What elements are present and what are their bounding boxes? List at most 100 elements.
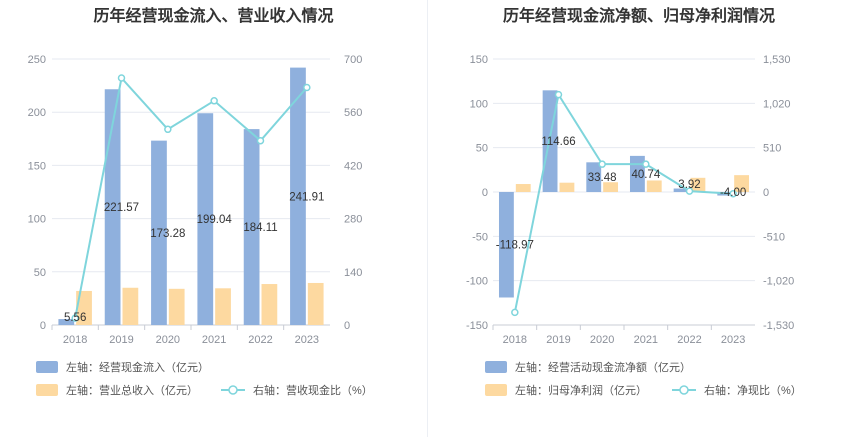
line-point xyxy=(256,136,265,145)
y-left-tick-label: 0 xyxy=(40,320,46,332)
legend-swatch-bar xyxy=(485,361,507,373)
y-right-tick-label: -1,530 xyxy=(763,320,794,332)
legend-label: 左轴：归母净利润（亿元） xyxy=(515,383,647,397)
bar-primary xyxy=(290,67,306,325)
line-point xyxy=(685,187,694,195)
y-right-tick-label: 140 xyxy=(344,267,362,279)
x-tick-label: 2020 xyxy=(590,334,614,346)
legend-label: 左轴：营业总收入（亿元） xyxy=(66,383,198,397)
bar-data-label: 40.74 xyxy=(631,169,660,181)
bar-primary xyxy=(498,192,514,298)
y-left-tick-label: 0 xyxy=(482,187,488,199)
y-right-tick-label: 420 xyxy=(344,160,362,172)
line-point xyxy=(554,90,563,99)
line-point xyxy=(642,160,650,168)
x-tick-label: 2019 xyxy=(546,334,570,346)
bar-secondary xyxy=(215,288,231,325)
x-tick-label: 2022 xyxy=(248,334,272,346)
bar-data-label: -4.00 xyxy=(720,187,746,199)
bar-data-label: 184.11 xyxy=(243,222,277,234)
bar-data-label: 3.92 xyxy=(678,179,700,191)
bar-secondary xyxy=(168,288,185,325)
legend-swatch-bar xyxy=(485,384,507,396)
bar-primary xyxy=(586,162,602,192)
x-tick-label: 2021 xyxy=(634,334,658,346)
left-chart-title: 历年经营现金流入、营业收入情况 xyxy=(93,8,334,25)
legend-label: 右轴：净现比（%） xyxy=(704,383,802,397)
y-right-tick-label: 700 xyxy=(344,54,362,66)
line-point xyxy=(164,125,172,134)
bar-primary xyxy=(58,319,75,325)
bar-primary xyxy=(673,188,689,192)
bar-data-label: 241.91 xyxy=(289,191,324,203)
bar-primary xyxy=(151,140,167,325)
line-point xyxy=(303,83,311,92)
bar-data-label: 114.66 xyxy=(541,136,575,148)
y-right-tick-label: 0 xyxy=(344,320,350,332)
y-right-tick-label: 1,020 xyxy=(763,98,791,110)
bar-secondary xyxy=(734,175,750,192)
line-point xyxy=(511,308,519,317)
bar-secondary xyxy=(690,177,706,192)
legend-swatch-bar xyxy=(36,384,58,396)
line-point xyxy=(729,189,737,198)
y-right-tick-label: 1,530 xyxy=(763,54,791,66)
x-tick-label: 2018 xyxy=(63,334,87,346)
right-chart-title: 历年经营现金流净额、归母净利润情况 xyxy=(502,8,775,25)
bar-secondary xyxy=(646,180,662,192)
bar-data-label: 199.04 xyxy=(197,214,233,226)
x-tick-label: 2022 xyxy=(677,334,701,346)
x-tick-label: 2020 xyxy=(156,334,180,346)
legend-swatch-point xyxy=(679,385,689,395)
bar-secondary xyxy=(76,290,92,325)
y-left-tick-label: 200 xyxy=(28,107,46,119)
bar-secondary xyxy=(515,184,531,192)
panel-divider xyxy=(427,0,428,437)
legend-label: 右轴：营收现金比（%） xyxy=(253,383,373,397)
line-series xyxy=(74,75,308,319)
y-left-tick-label: 100 xyxy=(470,98,488,110)
y-left-tick-label: -150 xyxy=(466,320,488,332)
right-chart-panel: 历年经营现金流净额、归母净利润情况 -150 -100 -50 0 50 100 150 -1… xyxy=(428,0,850,437)
bar-data-label: 221.57 xyxy=(104,202,139,214)
bar-secondary xyxy=(307,282,324,325)
y-left-tick-label: 100 xyxy=(28,214,46,226)
bar-data-label: 33.48 xyxy=(588,172,617,184)
x-tick-label: 2019 xyxy=(109,334,133,346)
y-right-tick-label: 280 xyxy=(344,214,362,226)
bar-secondary xyxy=(603,182,619,192)
y-right-tick-label: 510 xyxy=(763,143,781,155)
y-left-tick-label: 50 xyxy=(34,267,46,279)
legend-swatch-point xyxy=(228,385,238,395)
legend-label: 左轴：经营现金流入（亿元） xyxy=(66,360,209,374)
line-point xyxy=(598,160,606,168)
x-tick-label: 2018 xyxy=(503,334,527,346)
y-left-tick-label: 250 xyxy=(28,54,46,66)
right-chart-svg: -150 -100 -50 0 50 100 150 -1,530 -1,020 -510 0 510… xyxy=(466,54,802,397)
y-right-tick-label: 560 xyxy=(344,107,362,119)
y-left-tick-label: 150 xyxy=(28,160,46,172)
y-left-tick-label: 50 xyxy=(476,143,488,155)
line-point xyxy=(71,314,79,322)
x-tick-label: 2023 xyxy=(721,334,745,346)
y-right-tick-label: -510 xyxy=(763,231,785,243)
bar-primary xyxy=(197,113,214,326)
y-right-tick-label: -1,020 xyxy=(763,276,794,288)
left-chart-svg: 0 50 100 150 200 250 0 140 280 420 560 700 2018 2019 2… xyxy=(28,54,373,397)
y-right-tick-label: 0 xyxy=(763,187,769,199)
bar-secondary xyxy=(261,284,278,325)
bar-primary xyxy=(243,129,260,325)
bar-data-label: -118.97 xyxy=(496,240,534,252)
y-left-tick-label: 150 xyxy=(470,54,488,66)
line-series xyxy=(513,91,734,313)
x-tick-label: 2023 xyxy=(295,334,319,346)
line-point xyxy=(210,97,218,105)
y-left-tick-label: -100 xyxy=(466,276,488,288)
bar-secondary xyxy=(122,287,139,325)
legend-label: 左轴：经营活动现金流净额（亿元） xyxy=(515,360,691,374)
bar-data-label: 5.56 xyxy=(64,312,86,324)
line-point xyxy=(117,74,126,82)
legend-swatch-bar xyxy=(36,361,58,373)
y-left-tick-label: -50 xyxy=(472,231,488,243)
bar-data-label: 173.28 xyxy=(150,228,185,240)
